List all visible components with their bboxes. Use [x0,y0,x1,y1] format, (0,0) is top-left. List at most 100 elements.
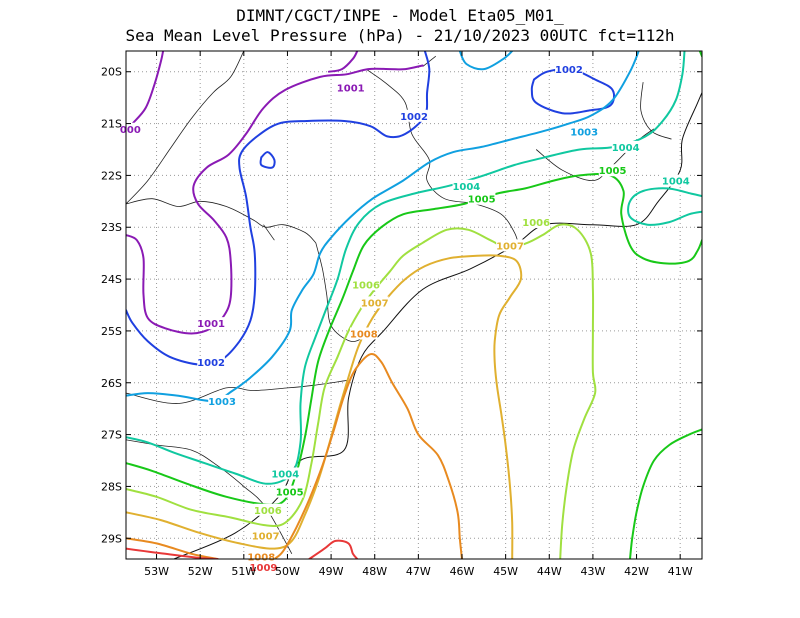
state-border [365,68,520,246]
x-tick-label: 44W [537,565,562,578]
isobar-label-1004: 1004 [612,143,640,154]
isobar-label-bg [611,140,640,153]
isobar-1000 [126,51,165,133]
title-line-2: Sea Mean Level Pressure (hPa) - 21/10/20… [125,26,675,45]
x-tick-label: 49W [319,565,344,578]
isobar-label-bg [336,81,365,94]
isobar-label-bg [251,529,280,542]
isobar-label-1000: 000 [120,125,141,136]
x-tick-label: 47W [406,565,431,578]
isobar-1009 [126,547,219,559]
plot-frame [125,50,703,560]
isobar-label-bg [249,560,278,573]
y-tick-label: 24S [101,273,122,286]
x-tick-label: 50W [275,565,300,578]
isobar-1005 [629,428,702,559]
isobar-label-bg [254,503,282,516]
isobar-label-1004: 1004 [452,182,480,193]
isobar-label-bg [555,63,583,76]
isobar-label-1004: 1004 [271,469,299,480]
x-tick-label: 48W [362,565,387,578]
isobar-label-bg [352,278,380,291]
isobar-label-1008: 1008 [350,330,378,341]
isobar-1001 [327,51,359,73]
state-border [126,379,349,404]
x-tick-label: 46W [450,565,475,578]
isobar-label-bg [467,192,496,205]
isobar-label-1007: 1007 [496,241,524,252]
isobar-label-1007: 1007 [361,298,389,309]
isobar-label-bg [208,394,236,407]
isobar-label-1003: 1003 [208,397,236,408]
isobar-1002 [259,151,276,169]
state-border [126,198,317,244]
isobar-1009 [308,539,359,559]
y-tick-label: 22S [101,169,122,182]
y-tick-label: 21S [101,118,122,131]
isobar-label-1006: 1006 [352,280,380,291]
isobar-1006 [126,223,597,559]
x-tick-label: 51W [231,565,256,578]
isobar-1002 [126,51,431,366]
isobar-1005 [126,173,702,506]
isobar-1003 [126,51,640,402]
isobar-label-bg [598,164,627,177]
y-tick-label: 26S [101,377,122,390]
state-border [126,51,245,205]
contour-label-layer: 000 1001 1001 1002 1002 1002 1003 1003 1004 1004 1… [119,63,690,574]
isobar-1003 [458,51,514,71]
state-border [315,242,367,342]
isobar-label-1001: 1001 [197,319,225,330]
grid-layer [126,51,702,559]
contour-layer [126,51,702,559]
x-tick-label: 42W [624,565,649,578]
y-tick-label: 28S [101,480,122,493]
isobar-label-1005: 1005 [599,166,627,177]
isobar-label-1003: 1003 [570,127,598,138]
coastline [173,92,702,559]
isobar-label-bg [570,125,598,138]
isobar-label-1005: 1005 [276,488,304,499]
isobar-label-bg [400,109,428,122]
isobar-label-1008: 1008 [247,552,275,563]
y-tick-label: 27S [101,429,122,442]
x-tick-label: 41W [668,565,693,578]
y-tick-label: 20S [101,66,122,79]
x-tick-label: 43W [580,565,605,578]
x-tick-label: 52W [188,565,213,578]
state-border [263,224,275,241]
isobar-label-bg [522,216,550,229]
axis-tick-layer: 53W 52W 51W 50W 49W 48W 47W 46W 45W 44W 43W 42W 41W 2… [101,51,702,578]
state-border [422,55,437,67]
isobar-label-1009: 1009 [250,563,278,574]
isobar-1008 [273,352,463,559]
isobar-label-1002: 1002 [197,358,225,369]
x-tick-label: 45W [493,565,518,578]
isobar-label-bg [360,296,389,309]
isobar-label-1007: 1007 [252,532,280,543]
y-tick-label: 25S [101,325,122,338]
isobar-label-1004: 1004 [662,177,690,188]
isobar-label-1002: 1002 [400,112,428,123]
isobar-label-1005: 1005 [468,195,496,206]
y-tick-label: 29S [101,532,122,545]
isobar-label-bg [271,467,300,480]
isobar-1004 [627,187,702,226]
isobar-label-bg [662,174,690,187]
isobar-label-1001: 1001 [337,83,365,94]
isobar-label-bg [119,122,141,135]
isobar-label-1006: 1006 [522,218,550,229]
isobar-label-bg [197,317,225,330]
isobar-1008 [126,537,219,559]
title-line-1: DIMNT/CGCT/INPE - Model Eta05_M01_ [236,6,564,25]
isobar-label-1002: 1002 [555,65,583,76]
x-tick-label: 53W [144,565,169,578]
isobar-label-bg [452,179,481,192]
isobar-label-bg [496,239,524,252]
y-tick-label: 23S [101,221,122,234]
isobar-1001 [126,64,424,335]
isobar-label-1006: 1006 [254,506,282,517]
state-border [640,82,672,140]
isobar-1007 [126,254,523,559]
